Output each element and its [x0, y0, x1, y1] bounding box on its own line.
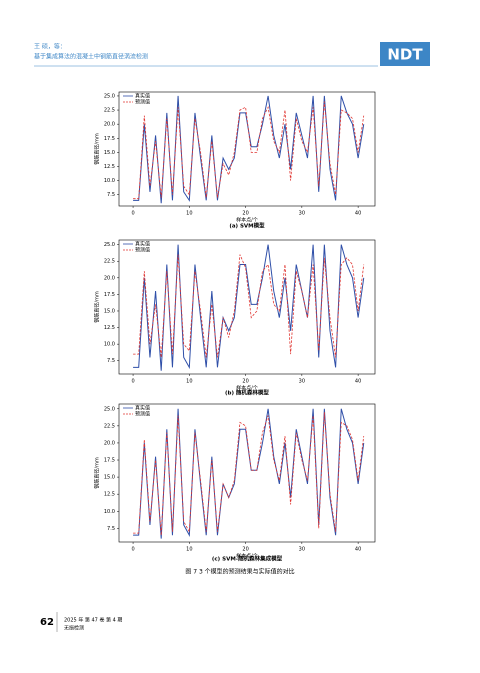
- y-tick-label: 20.0: [104, 440, 115, 446]
- x-axis-label: 样本点/个: [236, 385, 258, 392]
- legend-label: 真实值: [135, 93, 150, 100]
- plot-frame: [118, 91, 376, 207]
- x-tick-label: 20: [242, 547, 248, 553]
- y-tick-label: 12.5: [104, 164, 115, 170]
- y-axis-label: 钢筋直径/mm: [94, 457, 101, 489]
- x-tick-label: 0: [131, 211, 134, 217]
- x-tick-label: 40: [355, 211, 361, 217]
- series-line: [133, 101, 365, 200]
- x-axis-label: 样本点/个: [236, 217, 258, 224]
- logo: NDT: [387, 46, 423, 64]
- y-tick-label: 7.5: [107, 526, 115, 532]
- y-axis-label: 钢筋直径/mm: [94, 133, 101, 165]
- y-tick-label: 25.0: [104, 406, 115, 412]
- x-tick-label: 30: [299, 211, 305, 217]
- y-tick-label: 12.5: [104, 325, 115, 331]
- footer-issue: 2025 年 第 47 卷 第 4 期: [64, 617, 122, 624]
- chart-caption: (a) SVM模型: [229, 222, 265, 230]
- header-author: 王 硕，等：: [34, 43, 66, 51]
- y-tick-label: 10.0: [104, 178, 115, 184]
- x-tick-label: 10: [186, 211, 192, 217]
- x-tick-label: 20: [242, 379, 248, 385]
- header-subtitle: 基于集成算法的混凝土中钢筋直径涡流检测: [34, 53, 148, 61]
- y-tick-label: 15.0: [104, 308, 115, 314]
- plot-frame: [118, 403, 376, 543]
- y-tick-label: 25.0: [104, 93, 115, 99]
- x-tick-label: 30: [299, 547, 305, 553]
- series-line: [133, 244, 365, 371]
- y-tick-label: 17.5: [104, 458, 115, 464]
- x-tick-label: 40: [355, 547, 361, 553]
- legend-label: 真实值: [135, 241, 150, 248]
- x-tick-label: 10: [186, 547, 192, 553]
- y-tick-label: 17.5: [104, 292, 115, 298]
- series-line: [133, 254, 365, 358]
- y-tick-label: 10.0: [104, 509, 115, 515]
- plot-frame: [118, 239, 376, 375]
- x-tick-label: 0: [131, 379, 134, 385]
- y-tick-label: 22.5: [104, 259, 115, 265]
- series-line: [133, 412, 365, 536]
- footer-journal: 无损检测: [64, 625, 84, 632]
- legend-label: 预测值: [135, 99, 150, 106]
- y-tick-label: 12.5: [104, 492, 115, 498]
- y-tick-label: 7.5: [107, 358, 115, 364]
- legend-label: 预测值: [135, 247, 150, 254]
- y-tick-label: 7.5: [107, 192, 115, 198]
- page-number: 62: [40, 617, 54, 628]
- legend-label: 真实值: [135, 405, 150, 412]
- x-tick-label: 0: [131, 547, 134, 553]
- y-tick-label: 20.0: [104, 122, 115, 128]
- chart-caption: (c) SVM-随机森林集成模型: [212, 555, 283, 563]
- x-tick-label: 40: [355, 379, 361, 385]
- legend-label: 预测值: [135, 411, 150, 418]
- series-line: [133, 408, 365, 539]
- y-tick-label: 22.5: [104, 108, 115, 114]
- x-tick-label: 10: [186, 379, 192, 385]
- y-tick-label: 15.0: [104, 150, 115, 156]
- chart-caption: (b) 随机森林模型: [225, 389, 269, 397]
- x-axis-label: 样本点/个: [236, 553, 258, 560]
- y-tick-label: 10.0: [104, 342, 115, 348]
- logo-box: [380, 42, 430, 66]
- x-tick-label: 20: [242, 211, 248, 217]
- x-tick-label: 30: [299, 379, 305, 385]
- y-tick-label: 25.0: [104, 242, 115, 248]
- y-tick-label: 15.0: [104, 475, 115, 481]
- series-line: [133, 95, 365, 204]
- y-tick-label: 22.5: [104, 423, 115, 429]
- y-axis-label: 钢筋直径/mm: [94, 291, 101, 323]
- figure-caption: 图 7 3 个模型的预测结果与实际值的对比: [185, 568, 294, 576]
- y-tick-label: 17.5: [104, 136, 115, 142]
- y-tick-label: 20.0: [104, 275, 115, 281]
